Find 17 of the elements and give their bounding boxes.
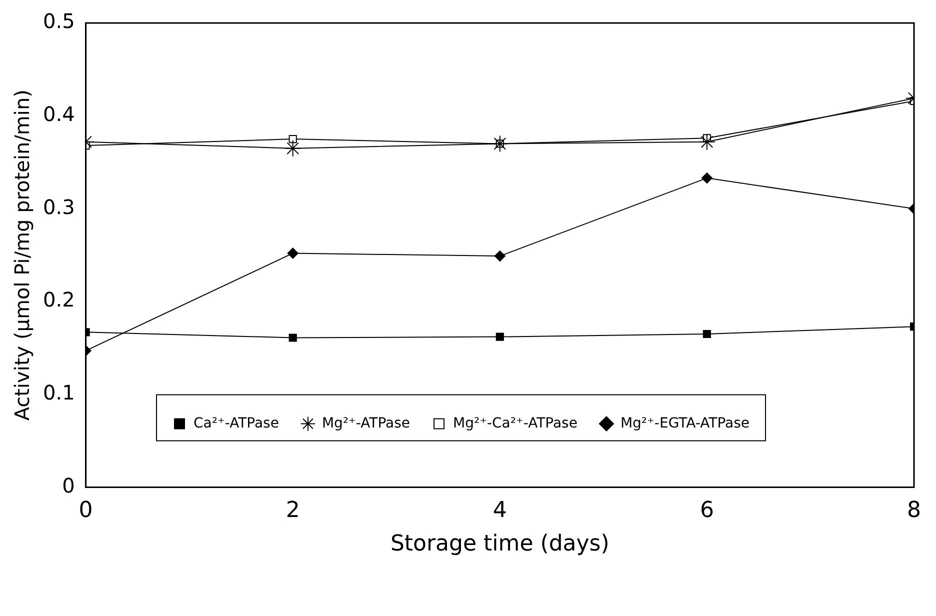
x-axis-title: Storage time (days) (390, 532, 610, 557)
x-tick-label: 2 (286, 498, 300, 524)
x-tick-label: 0 (78, 498, 93, 524)
x-tick-label: 6 (700, 498, 714, 524)
x-tick-label: 4 (492, 498, 507, 524)
legend-label: Mg²⁺-EGTA-ATPase (620, 415, 750, 432)
y-tick-label: 0.4 (42, 102, 75, 126)
legend-label: Mg²⁺-Ca²⁺-ATPase (453, 415, 578, 432)
x-tick-label: 8 (907, 498, 921, 524)
y-tick-label: 0.2 (42, 288, 75, 312)
y-tick-label: 0.1 (42, 380, 75, 405)
legend-label: Mg²⁺-ATPase (322, 415, 410, 432)
y-tick-label: 0 (62, 473, 75, 498)
legend-label: Ca²⁺-ATPase (194, 415, 279, 432)
y-tick-label: 0.3 (42, 194, 75, 219)
y-tick-label: 0.5 (42, 9, 75, 34)
y-axis-title: Activity (μmol Pi/mg protein/min) (10, 90, 34, 421)
